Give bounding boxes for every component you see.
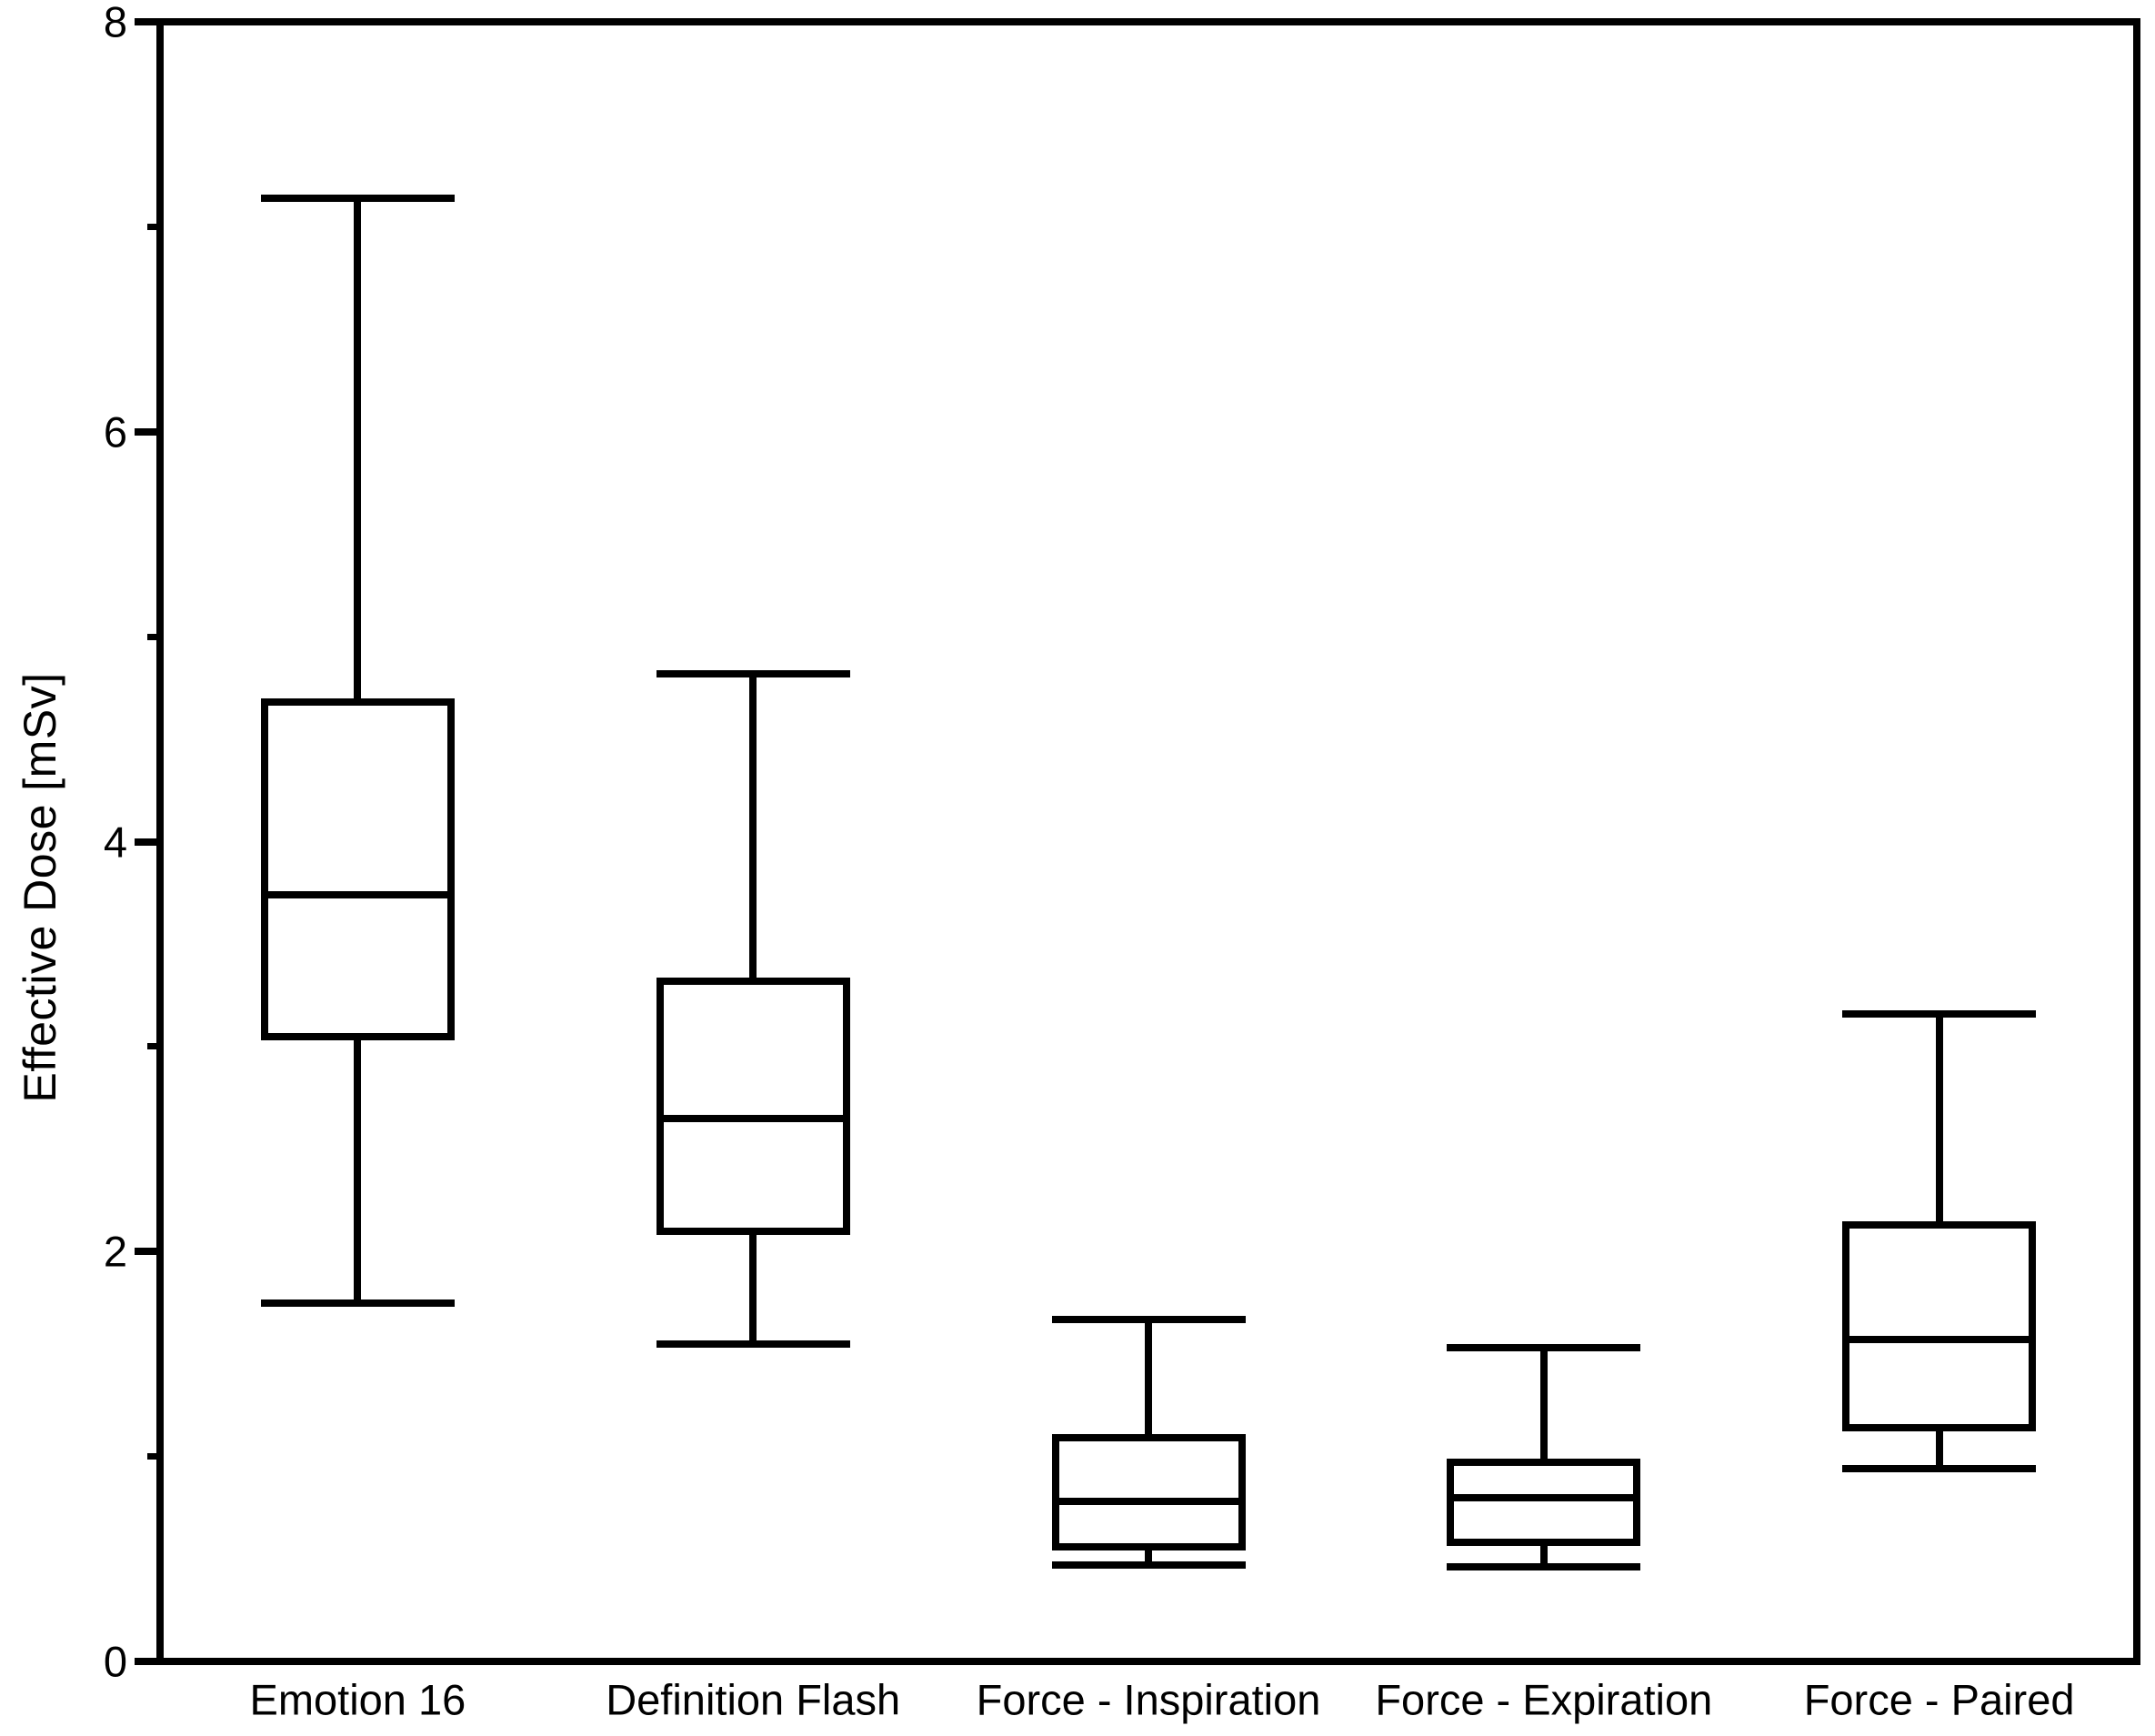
y-minor-tick [147,1043,160,1050]
upper-whisker-line [1935,1013,1943,1225]
iqr-box [1447,1459,1641,1547]
y-major-tick [135,1658,160,1665]
lower-whisker-cap [656,1340,850,1348]
y-tick-label: 4 [103,818,127,866]
lower-whisker-line [1935,1428,1943,1470]
iqr-box [1051,1434,1246,1550]
y-minor-tick [147,223,160,230]
iqr-box [260,698,455,1040]
lower-whisker-line [749,1230,757,1344]
x-category-label: Force - Paired [1803,1675,2075,1724]
y-major-tick [135,427,160,436]
lower-whisker-line [1145,1546,1152,1566]
upper-whisker-line [1145,1319,1152,1439]
upper-whisker-line [1539,1348,1548,1463]
y-tick-label: 2 [103,1227,127,1276]
upper-whisker-cap [1447,1344,1641,1352]
x-category-label: Definition Flash [606,1675,901,1724]
lower-whisker-cap [260,1299,455,1307]
upper-whisker-line [354,197,362,703]
lower-whisker-cap [1051,1561,1246,1570]
lower-whisker-line [354,1036,362,1303]
iqr-box [1842,1220,2037,1432]
y-axis-title: Effective Dose [mSv] [15,672,65,1103]
iqr-box [656,977,850,1235]
median-line [1447,1493,1641,1501]
x-category-label: Force - Expiration [1375,1675,1713,1724]
lower-whisker-cap [1842,1465,2037,1473]
y-tick-label: 6 [103,407,127,457]
x-category-label: Emotion 16 [249,1675,466,1724]
y-major-tick [135,18,160,25]
x-category-label: Force - Inspiration [976,1675,1321,1724]
upper-whisker-cap [1842,1009,2037,1018]
y-major-tick [135,1248,160,1256]
upper-whisker-cap [260,194,455,202]
lower-whisker-line [1539,1542,1548,1568]
lower-whisker-cap [1447,1563,1641,1571]
upper-whisker-cap [1051,1315,1246,1323]
y-tick-label: 0 [103,1637,127,1686]
y-tick-label: 8 [103,0,127,46]
y-major-tick [135,838,160,846]
median-line [656,1114,850,1122]
median-line [1051,1498,1246,1506]
y-minor-tick [147,633,160,640]
median-line [1842,1336,2037,1344]
upper-whisker-cap [656,669,850,677]
y-minor-tick [147,1453,160,1460]
median-line [260,891,455,899]
upper-whisker-line [749,673,757,981]
